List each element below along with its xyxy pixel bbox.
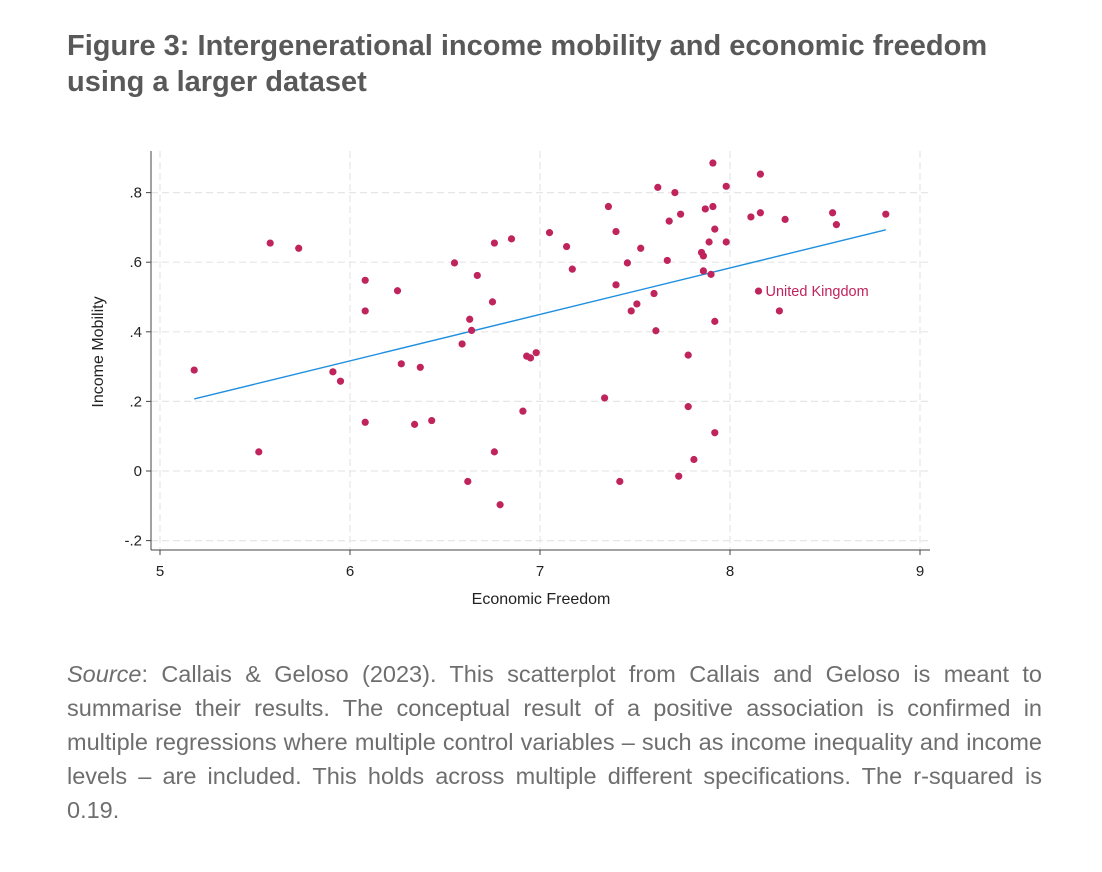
data-point	[711, 317, 719, 325]
y-tick-label: -.2	[124, 533, 142, 550]
data-point	[568, 265, 576, 273]
annotations: United Kingdom	[766, 284, 869, 300]
data-point	[832, 221, 841, 229]
x-tick-label: 8	[726, 563, 734, 580]
data-point	[416, 363, 424, 371]
data-point	[684, 403, 692, 411]
data-point	[519, 407, 527, 415]
fit-line-group	[194, 229, 886, 400]
data-point	[507, 235, 516, 243]
data-point	[190, 366, 198, 374]
data-point	[701, 205, 709, 213]
data-point	[775, 307, 784, 315]
data-point	[361, 307, 369, 315]
x-tick-label: 5	[156, 563, 164, 580]
data-point	[428, 416, 436, 425]
data-point	[468, 326, 476, 335]
data-point	[361, 276, 369, 284]
data-point	[526, 354, 535, 362]
source-text: : Callais & Geloso (2023). This scatterp…	[67, 661, 1042, 823]
data-point	[663, 256, 671, 265]
data-point	[361, 418, 369, 426]
x-tick-label: 9	[916, 563, 924, 580]
data-point	[711, 429, 719, 437]
x-tick-label: 7	[536, 563, 544, 580]
scatter-chart: 5 6 7 8 9 -.2 0 .2 .4 .6 .8 United Kingdom Economi…	[90, 151, 930, 608]
data-point	[722, 182, 730, 190]
data-point	[699, 267, 708, 275]
data-point	[604, 202, 613, 211]
data-point	[473, 271, 481, 280]
data-point	[654, 183, 662, 191]
chart-axes: 5 6 7 8 9 -.2 0 .2 .4 .6 .8	[124, 151, 930, 580]
data-point	[329, 368, 337, 376]
data-point	[637, 244, 645, 252]
grid-lines	[151, 151, 930, 550]
data-point	[295, 244, 303, 252]
data-point	[488, 298, 497, 306]
data-point	[496, 501, 504, 509]
x-axis-title: Economic Freedom	[472, 591, 611, 608]
data-point	[563, 242, 571, 251]
data-point	[699, 252, 708, 260]
data-point	[709, 159, 717, 167]
data-point	[781, 215, 789, 223]
y-tick-label: .2	[129, 393, 142, 410]
data-point	[829, 209, 837, 217]
data-point	[633, 300, 641, 308]
figure-title: Figure 3: Intergenerational income mobil…	[67, 30, 988, 98]
data-point	[671, 189, 679, 197]
data-point	[458, 340, 466, 348]
data-point	[545, 229, 554, 237]
data-point	[490, 239, 498, 247]
data-point	[882, 210, 890, 218]
fit-line	[194, 229, 886, 400]
y-tick-label: .8	[129, 185, 142, 202]
data-point	[612, 281, 620, 289]
data-point	[616, 477, 624, 486]
data-point	[677, 210, 685, 218]
data-point	[652, 327, 660, 335]
y-axis-title: Income Mobility	[90, 296, 107, 407]
y-tick-label: .4	[129, 324, 142, 341]
data-point	[690, 455, 698, 464]
source-label: Source	[67, 661, 142, 687]
data-point	[601, 394, 609, 402]
data-point	[336, 377, 345, 385]
data-point	[255, 448, 263, 456]
data-point	[675, 472, 683, 480]
data-point	[490, 448, 498, 456]
source-note: Source: Callais & Geloso (2023). This sc…	[67, 657, 1042, 827]
data-points	[190, 159, 890, 509]
data-point	[393, 287, 402, 295]
data-point	[623, 259, 632, 267]
data-point	[627, 307, 635, 315]
data-point	[705, 238, 713, 246]
data-point	[707, 270, 715, 278]
data-point	[612, 227, 620, 236]
y-tick-label: 0	[134, 463, 142, 480]
data-point	[464, 477, 472, 486]
data-point	[532, 349, 540, 357]
data-point	[397, 360, 405, 368]
data-point	[450, 259, 459, 267]
data-point	[466, 315, 474, 323]
data-point	[665, 217, 673, 225]
data-point	[711, 225, 719, 233]
data-point	[650, 289, 658, 298]
data-point	[756, 209, 765, 217]
data-point	[709, 202, 717, 211]
data-point	[722, 238, 730, 246]
data-point	[756, 170, 765, 178]
data-point	[411, 420, 419, 428]
data-point	[684, 351, 692, 359]
x-tick-label: 6	[346, 563, 354, 580]
data-point	[266, 239, 274, 247]
data-point	[747, 213, 755, 221]
annotation-label: United Kingdom	[766, 284, 869, 300]
data-point	[754, 287, 763, 295]
y-tick-label: .6	[129, 254, 142, 271]
